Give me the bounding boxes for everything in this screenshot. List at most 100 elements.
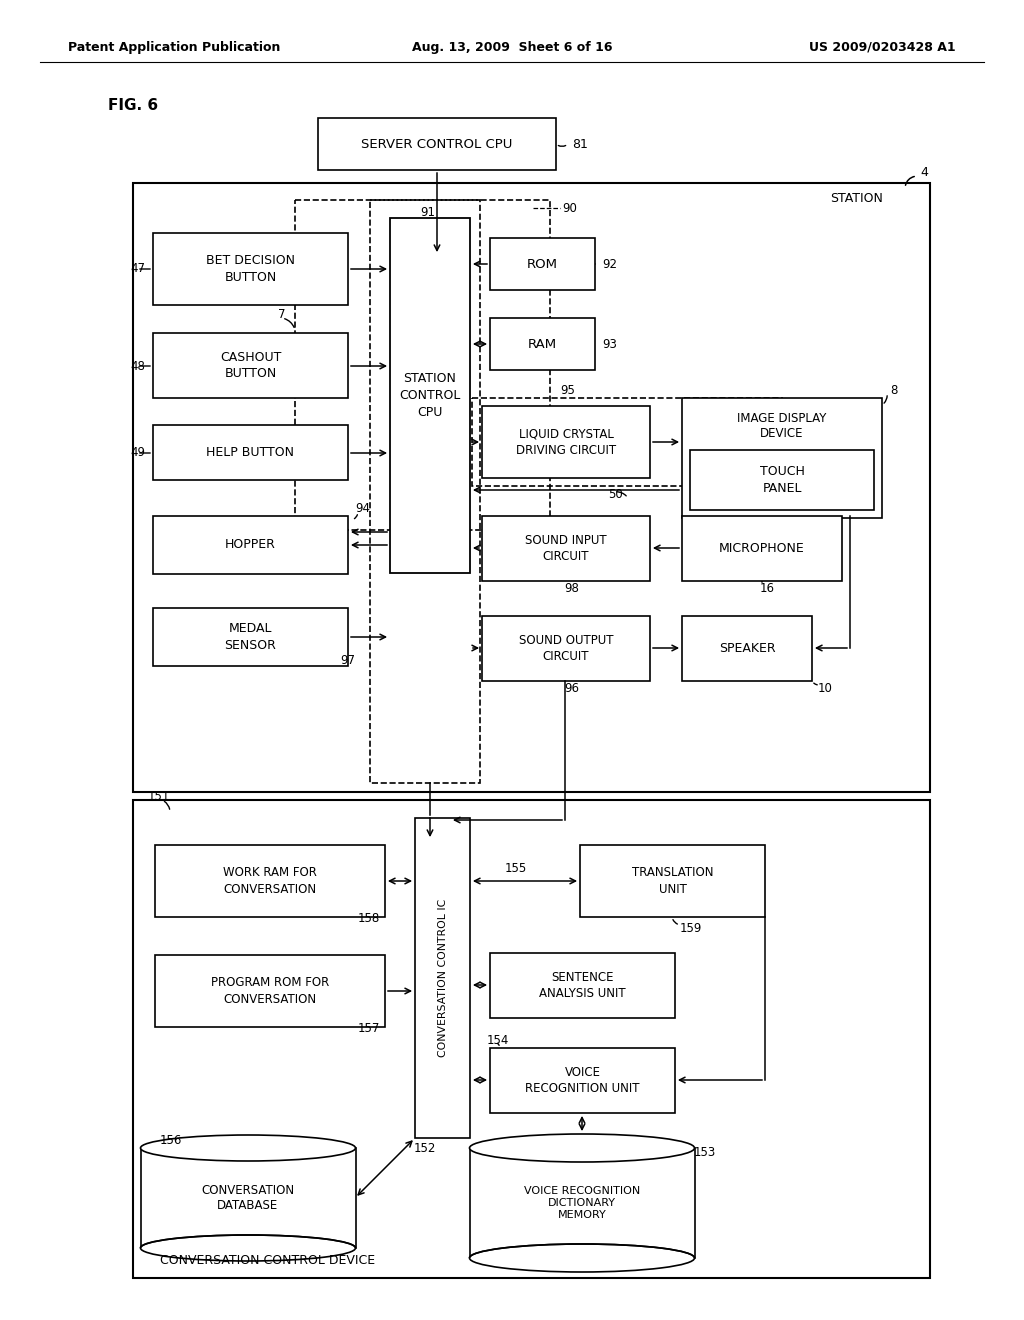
Text: SERVER CONTROL CPU: SERVER CONTROL CPU: [361, 137, 513, 150]
Ellipse shape: [469, 1243, 694, 1272]
Text: 92: 92: [602, 257, 617, 271]
FancyArrowPatch shape: [673, 920, 678, 924]
FancyArrowPatch shape: [165, 801, 170, 809]
Text: CONVERSATION
DATABASE: CONVERSATION DATABASE: [202, 1184, 295, 1212]
FancyArrowPatch shape: [814, 684, 817, 685]
Bar: [682, 516, 842, 581]
Text: 8: 8: [890, 384, 897, 396]
Text: 50: 50: [608, 487, 623, 500]
FancyArrowPatch shape: [884, 396, 887, 403]
Bar: [580, 845, 765, 917]
Bar: [490, 318, 595, 370]
Bar: [153, 516, 348, 574]
Text: 4: 4: [920, 165, 928, 178]
Bar: [682, 616, 812, 681]
Bar: [415, 818, 470, 1138]
Text: 95: 95: [560, 384, 574, 396]
Text: STATION: STATION: [830, 191, 883, 205]
Bar: [682, 399, 882, 517]
Bar: [141, 1148, 356, 1247]
Bar: [318, 117, 556, 170]
Bar: [155, 845, 385, 917]
Text: WORK RAM FOR
CONVERSATION: WORK RAM FOR CONVERSATION: [223, 866, 317, 896]
Text: CONVERSATION CONTROL IC: CONVERSATION CONTROL IC: [437, 899, 447, 1057]
Text: TOUCH
PANEL: TOUCH PANEL: [760, 465, 805, 495]
Bar: [153, 333, 348, 399]
Text: 159: 159: [680, 921, 702, 935]
FancyArrowPatch shape: [350, 908, 352, 911]
Text: CASHOUT
BUTTON: CASHOUT BUTTON: [220, 351, 282, 380]
Bar: [390, 218, 470, 573]
Text: SOUND OUTPUT
CIRCUIT: SOUND OUTPUT CIRCUIT: [519, 634, 613, 663]
Text: CONVERSATION CONTROL DEVICE: CONVERSATION CONTROL DEVICE: [160, 1254, 375, 1266]
Text: 155: 155: [505, 862, 527, 874]
FancyArrowPatch shape: [178, 1144, 181, 1147]
Bar: [153, 425, 348, 480]
Text: 153: 153: [694, 1146, 716, 1159]
Text: IMAGE DISPLAY
DEVICE: IMAGE DISPLAY DEVICE: [737, 412, 826, 440]
Text: LIQUID CRYSTAL
DRIVING CIRCUIT: LIQUID CRYSTAL DRIVING CIRCUIT: [516, 428, 616, 457]
Text: HELP BUTTON: HELP BUTTON: [207, 446, 295, 459]
Text: VOICE RECOGNITION
DICTIONARY
MEMORY: VOICE RECOGNITION DICTIONARY MEMORY: [524, 1187, 640, 1220]
Text: STATION
CONTROL
CPU: STATION CONTROL CPU: [399, 372, 461, 418]
FancyArrowPatch shape: [354, 515, 357, 519]
Bar: [133, 800, 930, 1278]
FancyArrowPatch shape: [905, 177, 914, 185]
FancyArrowPatch shape: [350, 1018, 352, 1022]
Text: 10: 10: [818, 681, 833, 694]
Text: MEDAL
SENSOR: MEDAL SENSOR: [224, 622, 276, 652]
Text: SOUND INPUT
CIRCUIT: SOUND INPUT CIRCUIT: [525, 533, 607, 564]
Text: 152: 152: [414, 1142, 436, 1155]
Text: 48: 48: [130, 359, 144, 372]
Text: 151: 151: [148, 789, 170, 803]
Text: 81: 81: [572, 137, 588, 150]
FancyArrowPatch shape: [685, 1158, 689, 1162]
Bar: [153, 234, 348, 305]
Bar: [490, 238, 595, 290]
Text: 90: 90: [562, 202, 577, 214]
Bar: [490, 1048, 675, 1113]
Text: TRANSLATION
UNIT: TRANSLATION UNIT: [632, 866, 714, 896]
Text: 98: 98: [564, 582, 579, 594]
Bar: [370, 201, 480, 783]
Text: 49: 49: [130, 446, 145, 459]
Text: 156: 156: [160, 1134, 182, 1147]
Text: RAM: RAM: [528, 338, 557, 351]
Text: 16: 16: [760, 582, 775, 594]
FancyArrowPatch shape: [616, 492, 627, 496]
Bar: [295, 201, 550, 531]
Ellipse shape: [140, 1236, 355, 1261]
Text: VOICE
RECOGNITION UNIT: VOICE RECOGNITION UNIT: [525, 1065, 640, 1096]
Text: MICROPHONE: MICROPHONE: [719, 543, 805, 554]
FancyArrowPatch shape: [285, 318, 294, 327]
FancyArrowPatch shape: [498, 1043, 499, 1045]
Text: Patent Application Publication: Patent Application Publication: [68, 41, 281, 54]
Text: 94: 94: [355, 502, 370, 515]
Bar: [482, 616, 650, 681]
Text: PROGRAM ROM FOR
CONVERSATION: PROGRAM ROM FOR CONVERSATION: [211, 977, 329, 1006]
Bar: [490, 953, 675, 1018]
Text: US 2009/0203428 A1: US 2009/0203428 A1: [809, 41, 956, 54]
Text: BET DECISION
BUTTON: BET DECISION BUTTON: [206, 255, 295, 284]
Ellipse shape: [140, 1135, 355, 1162]
Bar: [153, 609, 348, 667]
Text: SENTENCE
ANALYSIS UNIT: SENTENCE ANALYSIS UNIT: [540, 970, 626, 1001]
Text: Aug. 13, 2009  Sheet 6 of 16: Aug. 13, 2009 Sheet 6 of 16: [412, 41, 612, 54]
Bar: [155, 954, 385, 1027]
Text: 154: 154: [487, 1034, 509, 1047]
Bar: [472, 399, 782, 486]
Text: ROM: ROM: [527, 257, 558, 271]
Bar: [470, 1148, 695, 1258]
Bar: [133, 183, 930, 792]
Bar: [482, 407, 650, 478]
Bar: [690, 450, 874, 510]
Ellipse shape: [469, 1134, 694, 1162]
Text: 91: 91: [420, 206, 435, 219]
Text: HOPPER: HOPPER: [225, 539, 275, 552]
Text: 96: 96: [564, 681, 579, 694]
Text: SPEAKER: SPEAKER: [719, 642, 775, 655]
Text: 157: 157: [358, 1022, 380, 1035]
Text: 158: 158: [358, 912, 380, 924]
FancyArrowPatch shape: [340, 647, 343, 653]
Text: 47: 47: [130, 263, 145, 276]
